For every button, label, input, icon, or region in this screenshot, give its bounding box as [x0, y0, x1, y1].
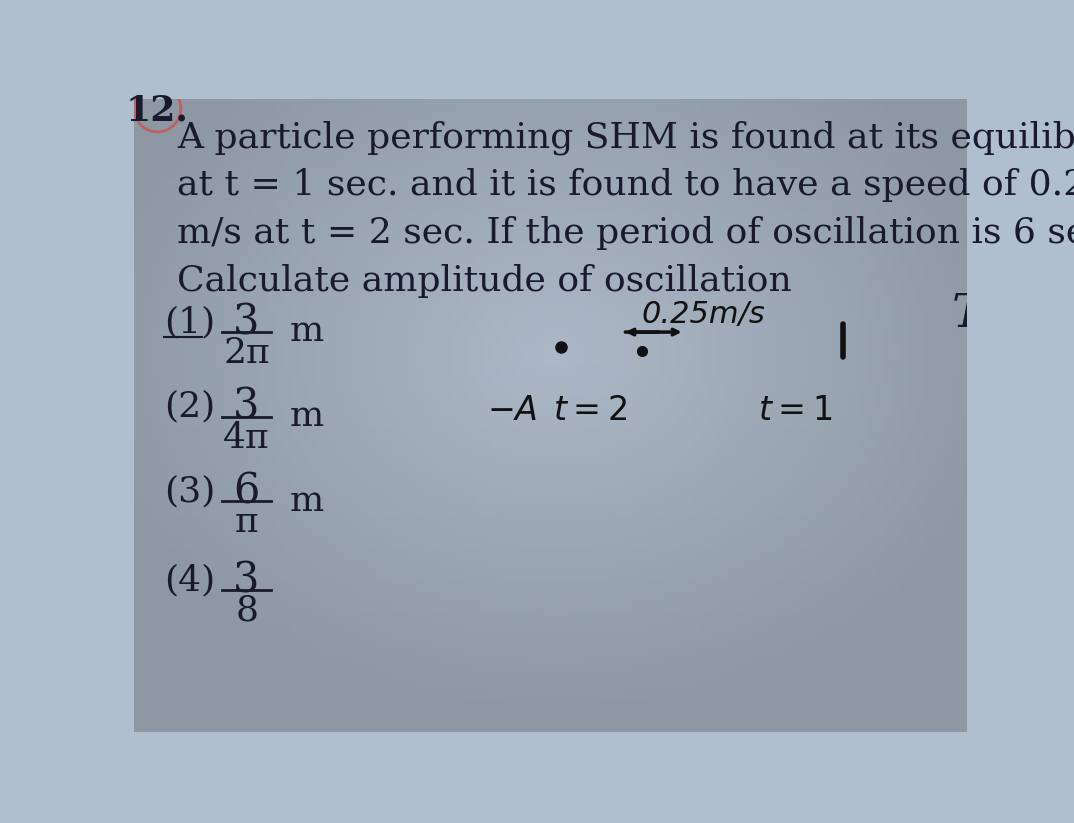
Text: T=: T= — [952, 292, 1024, 337]
Text: A particle performing SHM is found at its equilibrium: A particle performing SHM is found at it… — [177, 120, 1074, 155]
Text: 6: 6 — [233, 471, 260, 513]
Text: (1): (1) — [163, 305, 215, 339]
Text: at t = 1 sec. and it is found to have a speed of 0.25: at t = 1 sec. and it is found to have a … — [177, 168, 1074, 202]
Text: m: m — [289, 484, 323, 518]
Text: (3): (3) — [163, 475, 215, 509]
Text: 2π: 2π — [223, 336, 270, 370]
Text: 3: 3 — [233, 386, 260, 428]
Text: π: π — [235, 505, 259, 539]
Text: 0.25m/s: 0.25m/s — [642, 300, 766, 328]
Text: (4): (4) — [163, 563, 215, 597]
Text: (2): (2) — [163, 390, 215, 424]
Text: m/s at t = 2 sec. If the period of oscillation is 6 sec.: m/s at t = 2 sec. If the period of oscil… — [177, 216, 1074, 250]
Text: m: m — [289, 399, 323, 433]
Text: $-A$: $-A$ — [487, 395, 537, 427]
Text: $t=2$: $t=2$ — [553, 395, 627, 427]
Text: 8: 8 — [235, 594, 258, 628]
Text: Calculate amplitude of oscillation: Calculate amplitude of oscillation — [177, 263, 792, 298]
Text: 4π: 4π — [223, 421, 270, 454]
Text: 3: 3 — [233, 559, 260, 602]
Text: 3: 3 — [233, 301, 260, 343]
Text: 12.: 12. — [126, 93, 189, 128]
Text: m: m — [289, 314, 323, 348]
Text: $t=1$: $t=1$ — [758, 395, 832, 427]
